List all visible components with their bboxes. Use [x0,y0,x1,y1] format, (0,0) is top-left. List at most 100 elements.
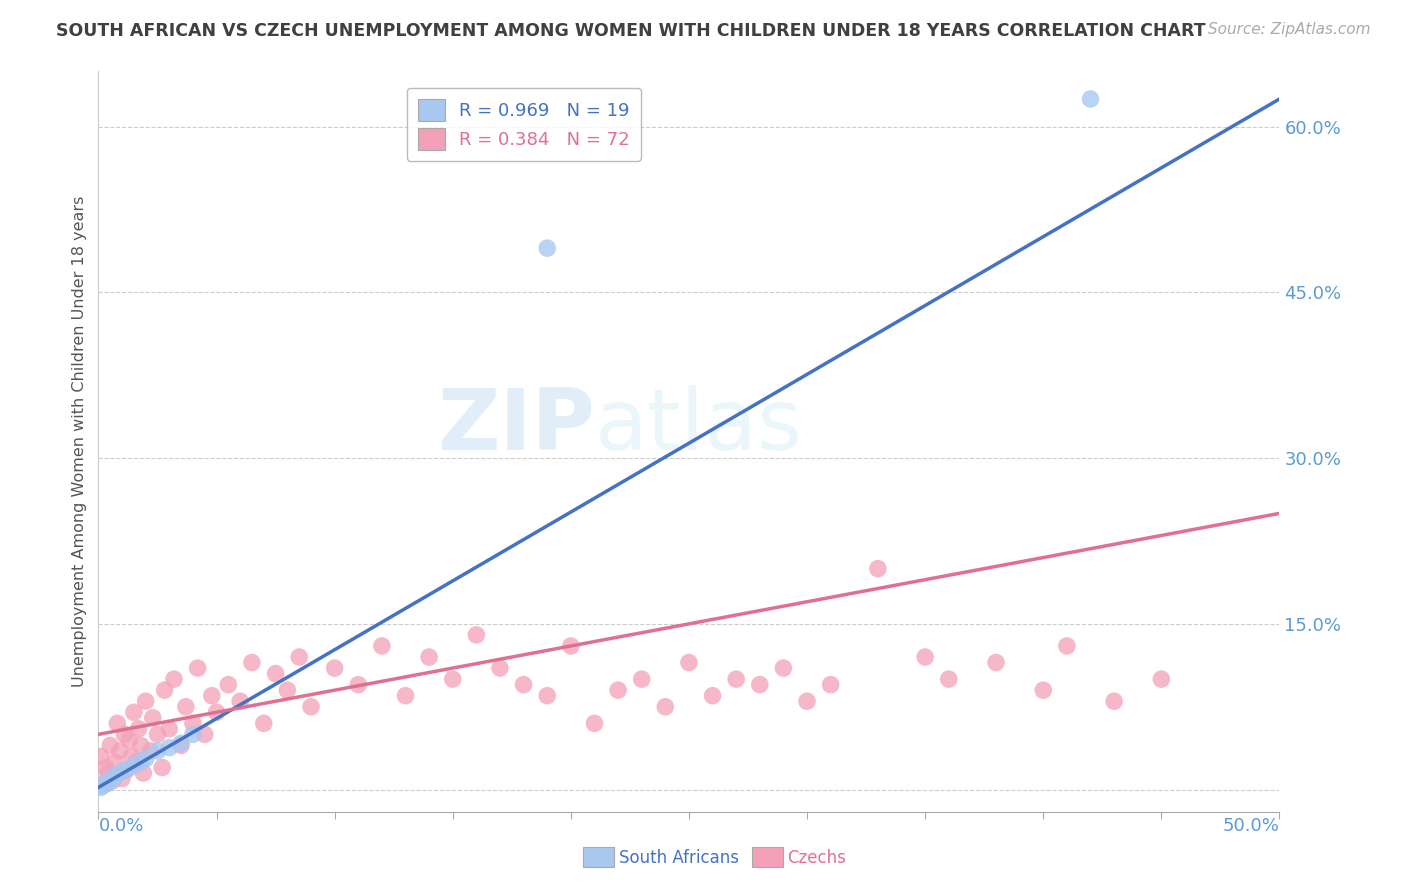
Text: 0.0%: 0.0% [98,817,143,835]
Point [441,672,464,686]
Point [299,699,322,714]
Point [135,752,157,766]
Text: ZIP: ZIP [437,385,595,468]
Point [98,739,121,753]
Point [240,656,263,670]
Point [536,241,558,255]
Point [150,760,173,774]
Point [323,661,346,675]
Legend: R = 0.969   N = 19, R = 0.384   N = 72: R = 0.969 N = 19, R = 0.384 N = 72 [406,87,641,161]
Point [1032,683,1054,698]
Point [253,716,276,731]
Point [654,699,676,714]
Point [1150,672,1173,686]
Point [229,694,252,708]
Point [796,694,818,708]
Point [146,727,169,741]
Point [181,716,204,731]
Point [157,740,180,755]
Point [121,749,143,764]
Point [347,678,370,692]
Point [111,772,134,786]
Point [194,727,217,741]
Point [101,773,124,788]
Point [748,678,770,692]
Point [132,766,155,780]
Point [128,722,150,736]
Point [512,678,534,692]
Point [1102,694,1125,708]
Text: 50.0%: 50.0% [1223,817,1279,835]
Point [187,661,209,675]
Point [678,656,700,670]
Point [129,755,152,769]
Point [94,777,117,791]
Point [153,683,176,698]
Point [91,777,114,791]
Point [115,763,138,777]
Point [97,766,120,780]
Point [98,773,121,788]
Point [163,672,186,686]
Text: atlas: atlas [595,385,803,468]
Point [105,767,128,781]
Text: Czechs: Czechs [787,849,846,867]
Point [217,678,239,692]
Point [418,650,440,665]
Point [139,744,162,758]
Text: South Africans: South Africans [619,849,738,867]
Point [146,744,169,758]
Point [489,661,512,675]
Point [914,650,936,665]
Point [135,694,157,708]
Point [105,716,128,731]
Point [607,683,630,698]
Text: Source: ZipAtlas.com: Source: ZipAtlas.com [1208,22,1371,37]
Point [201,689,224,703]
Point [108,744,131,758]
Point [938,672,960,686]
Point [170,739,193,753]
Point [115,763,138,777]
Point [371,639,394,653]
Point [772,661,794,675]
Point [288,650,311,665]
Point [820,678,842,692]
Point [394,689,416,703]
Point [97,776,120,790]
Point [104,755,127,769]
Point [560,639,582,653]
Point [125,755,148,769]
Point [90,780,112,795]
Point [276,683,298,698]
Point [702,689,724,703]
Text: SOUTH AFRICAN VS CZECH UNEMPLOYMENT AMONG WOMEN WITH CHILDREN UNDER 18 YEARS COR: SOUTH AFRICAN VS CZECH UNEMPLOYMENT AMON… [56,22,1206,40]
Point [111,764,134,779]
Point [1080,92,1102,106]
Point [181,727,204,741]
Point [118,732,141,747]
Point [205,706,228,720]
Point [984,656,1007,670]
Point [104,769,127,783]
Point [129,739,152,753]
Point [583,716,606,731]
Point [1056,639,1078,653]
Point [630,672,652,686]
Point [94,760,117,774]
Point [536,689,558,703]
Point [866,561,889,575]
Point [174,699,197,714]
Point [91,778,114,792]
Point [122,706,145,720]
Point [725,672,748,686]
Point [142,711,165,725]
Point [465,628,488,642]
Point [264,666,287,681]
Point [170,736,193,750]
Point [122,758,145,772]
Point [112,727,135,741]
Point [101,772,124,786]
Point [157,722,180,736]
Point [90,749,112,764]
